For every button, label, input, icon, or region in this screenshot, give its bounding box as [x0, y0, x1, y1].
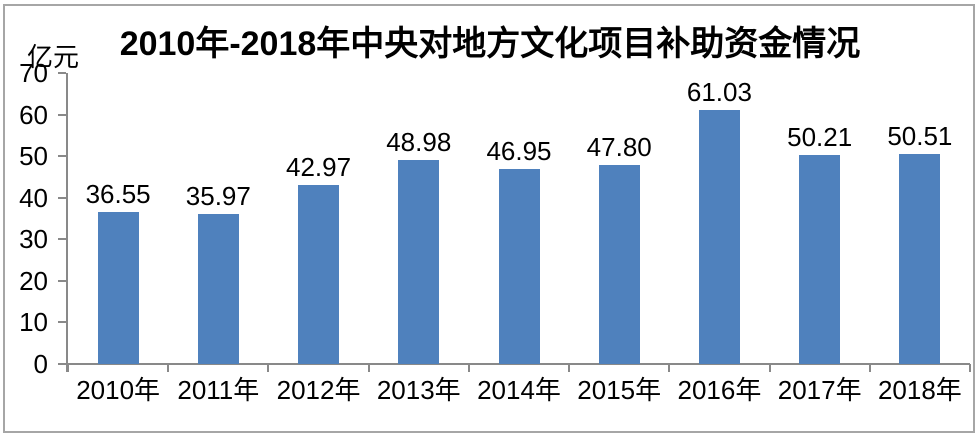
x-tick-mark	[668, 364, 671, 372]
x-tick-mark	[167, 364, 170, 372]
x-axis-category-label: 2011年	[177, 375, 260, 405]
x-tick-mark	[768, 364, 771, 372]
x-tick-mark	[568, 364, 571, 372]
y-tick-mark	[58, 196, 66, 199]
bar-2010年	[97, 212, 139, 364]
x-axis-category-label: 2013年	[376, 375, 461, 405]
bar-2018年	[899, 154, 941, 364]
x-axis-category-label: 2016年	[677, 375, 762, 405]
bar-2017年	[799, 155, 841, 364]
bar-value-label: 46.95	[486, 135, 552, 166]
bar-value-label: 36.55	[85, 179, 151, 210]
y-tick-mark	[58, 72, 66, 74]
bar-value-label: 50.21	[787, 122, 853, 153]
x-tick-mark	[868, 364, 871, 372]
bar-value-label: 35.97	[185, 181, 251, 212]
y-axis-unit-label: 亿元	[27, 42, 80, 72]
x-axis-category-label: 2012年	[276, 375, 361, 405]
bar-value-label: 47.80	[586, 132, 652, 163]
x-axis-category-label: 2010年	[76, 375, 161, 405]
bar-2012年	[298, 185, 340, 364]
bar-value-label: 48.98	[386, 127, 452, 158]
y-tick-label: 60	[19, 99, 48, 130]
bar-2011年	[197, 214, 239, 364]
y-tick-label: 10	[19, 307, 48, 338]
y-tick-label: 40	[19, 182, 48, 213]
y-axis-line	[66, 73, 68, 372]
bar-2015年	[598, 165, 640, 364]
y-tick-mark	[58, 363, 66, 365]
y-tick-mark	[58, 113, 66, 116]
x-axis-line	[60, 363, 970, 365]
y-tick-label: 30	[19, 224, 48, 255]
bar-2014年	[498, 168, 540, 364]
y-tick-mark	[58, 321, 66, 324]
y-tick-mark	[58, 155, 66, 158]
x-tick-mark	[969, 364, 971, 372]
x-tick-mark	[367, 364, 370, 372]
x-axis-category-label: 2018年	[877, 375, 962, 405]
bar-2013年	[398, 160, 440, 364]
bar-2016年	[698, 110, 740, 364]
x-tick-mark	[467, 364, 470, 372]
y-tick-mark	[58, 238, 66, 241]
y-tick-mark	[58, 279, 66, 282]
chart-title: 2010年-2018年中央对地方文化项目补助资金情况	[119, 25, 861, 63]
x-axis-category-label: 2015年	[577, 375, 662, 405]
y-tick-label: 50	[19, 141, 48, 172]
bar-value-label: 42.97	[286, 152, 352, 183]
x-axis-category-label: 2017年	[777, 375, 862, 405]
y-tick-label: 20	[19, 265, 48, 296]
x-tick-mark	[67, 364, 69, 372]
x-tick-mark	[267, 364, 270, 372]
bar-value-label: 50.51	[887, 121, 953, 152]
y-tick-label: 0	[33, 349, 48, 379]
x-axis-category-label: 2014年	[477, 375, 561, 405]
bar-value-label: 61.03	[686, 77, 752, 108]
y-tick-label: 70	[19, 58, 48, 88]
